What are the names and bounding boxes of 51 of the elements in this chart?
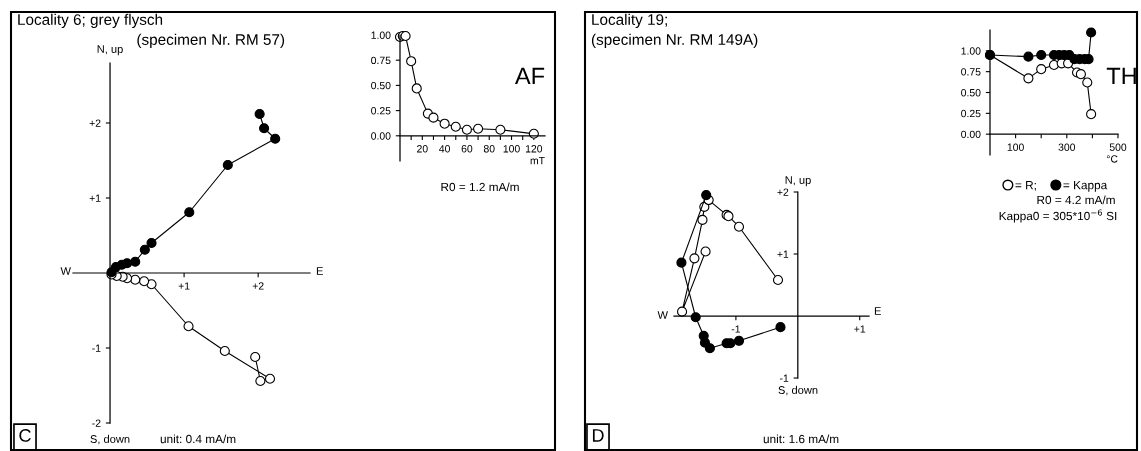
x-tick-label: 60: [461, 145, 473, 153]
y-tick-label: 0.00: [961, 130, 981, 139]
text: R0 = 4.2 mA/m: [1037, 195, 1115, 205]
x-tick-label: 100: [1007, 143, 1024, 151]
y-tick-label: 0.50: [961, 89, 981, 97]
annotation: TH: [1106, 67, 1136, 85]
x-tick-label: 40: [439, 145, 450, 153]
chart-subtitle: (specimen Nr. RM 149A): [591, 33, 758, 48]
y-tick-label: +1: [89, 194, 101, 202]
annotation: AF: [514, 67, 545, 85]
legend-label: = R;: [1015, 181, 1036, 191]
chart-title: Locality 6; grey flysch: [18, 13, 163, 28]
y-tick-label: 0.75: [961, 68, 981, 76]
text: N, up: [785, 176, 811, 187]
x-tick-label: 100: [503, 145, 520, 153]
y-tick-label: 0.75: [371, 56, 391, 65]
chart-subtitle: (specimen Nr. RM 57): [137, 33, 285, 48]
y-tick-label: 0.25: [371, 107, 391, 115]
x-tick-label: 80: [483, 145, 495, 153]
text: unit: 1.6 mA/m: [763, 434, 839, 444]
y-tick-label: -1: [92, 344, 101, 352]
legend-label: = Kappa: [1063, 181, 1108, 192]
y-tick-label: -2: [92, 419, 101, 427]
text: S, down: [778, 385, 818, 396]
x-tick-label: 500: [1109, 143, 1127, 151]
text: W: [60, 267, 71, 275]
x-axis-title: °C: [1106, 155, 1118, 163]
text: E: [874, 307, 881, 315]
y-tick-label: +2: [777, 188, 789, 196]
text: R0 = 1.2 mA/m: [441, 182, 519, 192]
y-tick-label: 0.00: [371, 132, 391, 140]
text: D: [592, 429, 604, 442]
text: S, down: [90, 434, 130, 445]
y-tick-label: +2: [89, 119, 101, 127]
x-tick-label: 300: [1058, 143, 1076, 151]
text: N, up: [97, 45, 123, 56]
chart-title: Locality 19;: [592, 13, 667, 28]
text: W: [657, 311, 668, 319]
y-tick-label: -1: [779, 374, 789, 382]
y-tick-label: 0.25: [961, 109, 981, 118]
x-tick-label: 120: [525, 145, 543, 153]
text: unit: 0.4 mA/m: [160, 434, 236, 444]
y-tick-label: 0.50: [371, 81, 391, 90]
y-tick-label: +1: [777, 250, 789, 258]
text: E: [316, 267, 323, 275]
text: C: [19, 429, 31, 442]
y-tick-label: 1.00: [961, 47, 981, 55]
x-axis-title: mT: [530, 157, 545, 165]
y-tick-label: 1.00: [371, 31, 391, 39]
x-tick-label: 20: [417, 145, 428, 153]
text: Kappa0 = 305*10$^{−6}$ SI: [999, 209, 1117, 223]
